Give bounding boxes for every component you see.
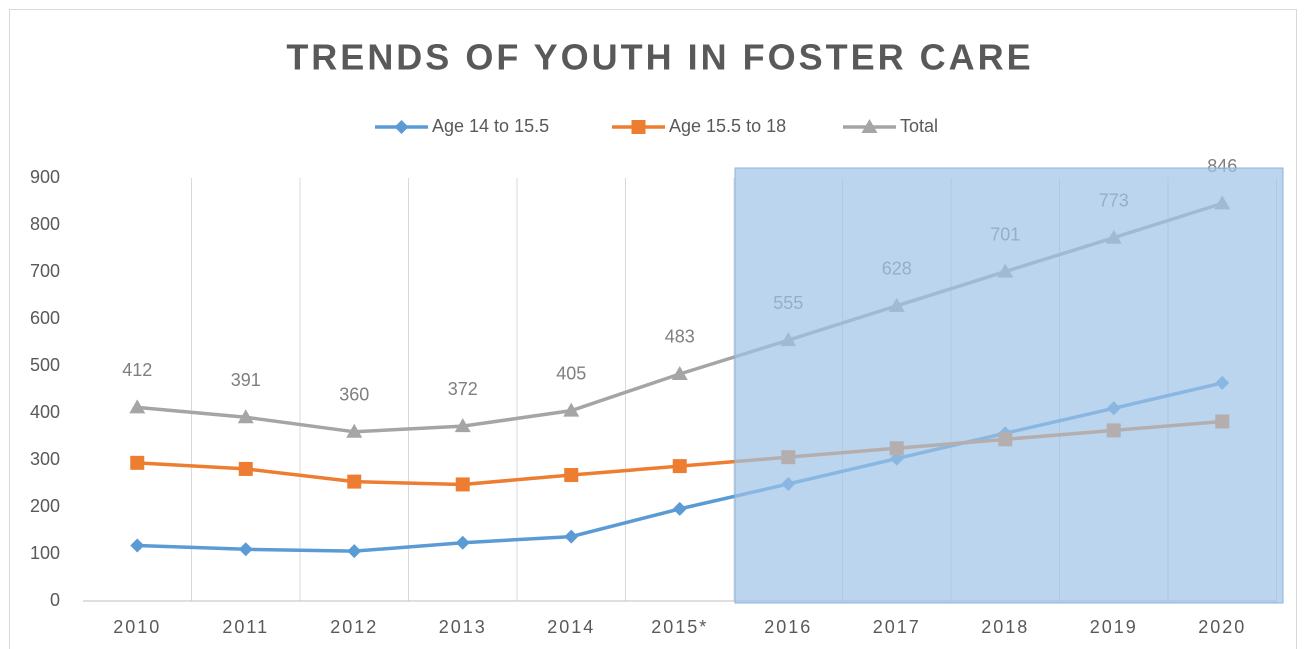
x-tick-label: 2019 [1090,617,1138,637]
x-tick-label: 2011 [222,617,269,637]
marker [347,474,362,489]
chart-border [9,9,1297,649]
y-tick-label: 200 [30,496,60,516]
marker [1215,414,1230,429]
data-label: 555 [773,293,803,313]
marker [672,459,687,474]
marker [564,468,579,483]
x-tick-label: 2017 [873,617,921,637]
data-label: 773 [1099,190,1129,210]
marker [454,418,471,433]
marker [1106,401,1121,416]
x-tick-label: 2018 [981,617,1029,637]
marker [455,535,470,550]
marker [1214,195,1231,210]
x-tick-label: 2014 [547,617,595,637]
chart-title: TRENDS OF YOUTH IN FOSTER CARE [286,37,1033,78]
y-tick-label: 100 [30,543,60,563]
x-tick-label: 2012 [330,617,378,637]
marker [130,538,145,553]
x-tick-label: 2016 [764,617,812,637]
marker [455,477,470,492]
marker [238,461,253,476]
y-tick-label: 700 [30,261,60,281]
marker [1215,375,1230,390]
marker [346,423,363,438]
x-tick-label: 2010 [113,617,161,637]
marker [781,476,796,491]
y-tick-label: 0 [50,590,60,610]
legend-label: Total [900,116,938,136]
x-tick-label: 2020 [1198,617,1246,637]
y-tick-label: 500 [30,355,60,375]
y-tick-label: 900 [30,167,60,187]
data-label: 360 [339,385,369,405]
marker [563,402,580,417]
marker [129,399,146,414]
data-label: 628 [882,259,912,279]
marker [564,529,579,544]
data-label: 412 [122,360,152,380]
data-label: 372 [448,379,478,399]
marker [1106,423,1121,438]
y-tick-label: 600 [30,308,60,328]
y-tick-label: 800 [30,214,60,234]
marker [237,409,254,424]
marker [347,544,362,559]
legend-label: Age 15.5 to 18 [669,116,786,136]
marker [671,365,688,380]
data-label: 701 [990,224,1020,244]
marker [238,542,253,557]
x-tick-label: 2013 [439,617,487,637]
marker [781,450,796,465]
marker [631,120,646,134]
x-tick-label: 2015* [651,617,708,637]
marker [998,432,1013,447]
marker [394,120,409,134]
data-label: 405 [556,363,586,383]
legend-label: Age 14 to 15.5 [432,116,549,136]
data-label: 483 [665,327,695,347]
marker [130,455,145,470]
y-tick-label: 400 [30,402,60,422]
marker [861,119,878,133]
data-label: 391 [231,370,261,390]
marker [889,441,904,456]
y-tick-label: 300 [30,449,60,469]
marker [672,501,687,516]
data-label: 846 [1207,156,1237,176]
